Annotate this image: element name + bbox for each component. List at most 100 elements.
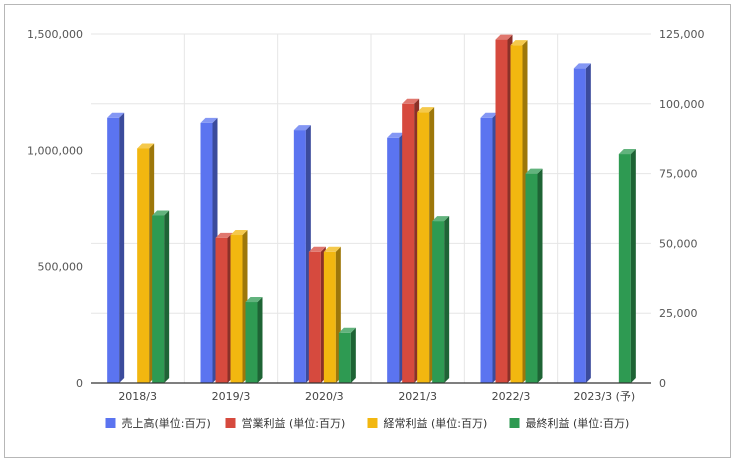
bar xyxy=(323,246,341,383)
y-left-tick-label: 1,000,000 xyxy=(27,144,83,157)
y-left-tick-label: 0 xyxy=(76,377,83,390)
bar-front xyxy=(308,251,321,383)
y-right-tick-label: 50,000 xyxy=(659,237,698,250)
bar xyxy=(618,149,636,383)
legend-item: 売上高(単位:百万) xyxy=(105,416,211,430)
bar-front xyxy=(230,235,243,383)
chart-frame: 0 25,000 50,000 75,000 100,000 125,000 0 500,00… xyxy=(4,4,731,458)
bar-top xyxy=(215,232,233,238)
bar-top xyxy=(573,63,591,69)
bar-chart: 0 25,000 50,000 75,000 100,000 125,000 0 500,00… xyxy=(27,28,704,430)
axes: 0 25,000 50,000 75,000 100,000 125,000 0 500,00… xyxy=(27,28,704,403)
bar-top xyxy=(618,149,636,155)
y-right-tick-label: 0 xyxy=(659,377,666,390)
legend-swatch xyxy=(225,418,236,428)
legend: 売上高(単位:百万) 営業利益 (単位:百万) 経常利益 (単位:百万) 最終利益 (… xyxy=(105,416,630,430)
bar-top xyxy=(200,117,218,123)
x-tick-label: 2023/3 (予) xyxy=(573,390,635,403)
y-left-tick-label: 1,500,000 xyxy=(27,28,83,41)
bar-side xyxy=(585,63,591,384)
legend-item: 営業利益 (単位:百万) xyxy=(225,416,346,430)
bar xyxy=(573,63,591,384)
bar xyxy=(417,107,435,384)
y-right-tick-label: 25,000 xyxy=(659,307,698,320)
bar xyxy=(338,327,356,383)
bar xyxy=(137,143,155,383)
bar-side xyxy=(119,112,125,383)
bar xyxy=(245,297,263,383)
x-tick-label: 2021/3 xyxy=(398,390,437,403)
y-left-tick-label: 500,000 xyxy=(38,261,84,274)
bar-front xyxy=(573,68,586,383)
bar-side xyxy=(444,216,450,383)
x-tick-label: 2022/3 xyxy=(492,390,531,403)
bar-front xyxy=(107,117,120,383)
x-tick-label: 2019/3 xyxy=(212,390,251,403)
bar-side xyxy=(350,327,356,383)
bar xyxy=(525,168,543,383)
bar-front xyxy=(137,148,150,383)
x-tick-label: 2020/3 xyxy=(305,390,344,403)
bar-top xyxy=(417,107,435,113)
bar xyxy=(293,125,311,383)
legend-label: 売上高(単位:百万) xyxy=(122,416,211,430)
bar-side xyxy=(630,149,636,383)
legend-swatch xyxy=(367,418,378,428)
bar-top xyxy=(480,112,498,118)
bar xyxy=(480,112,498,383)
bar-front xyxy=(432,221,445,383)
bar-top xyxy=(107,112,125,118)
bar-top xyxy=(387,132,405,138)
bar-top xyxy=(230,230,248,236)
bar-side xyxy=(537,168,543,383)
bar-top xyxy=(245,297,263,303)
bar xyxy=(387,132,405,383)
bar-top xyxy=(402,98,420,104)
bar-front xyxy=(402,103,415,384)
bar-front xyxy=(618,154,631,383)
legend-label: 経常利益 (単位:百万) xyxy=(384,416,488,430)
bar-top xyxy=(525,168,543,174)
x-tick-label: 2018/3 xyxy=(118,390,157,403)
bar xyxy=(152,210,170,383)
bar-front xyxy=(525,173,538,383)
bar-top xyxy=(137,143,155,149)
bar-top xyxy=(323,246,341,252)
bar-top xyxy=(293,125,311,131)
bar-top xyxy=(510,40,528,46)
bar-top xyxy=(338,327,356,333)
bar-front xyxy=(200,122,213,384)
bar-front xyxy=(293,130,306,383)
bar-front xyxy=(323,251,336,383)
legend-item: 経常利益 (単位:百万) xyxy=(367,416,488,430)
bars xyxy=(107,34,636,384)
legend-swatch xyxy=(105,418,116,428)
bar-front xyxy=(480,117,493,383)
bar-side xyxy=(164,210,170,383)
bar-front xyxy=(152,215,165,383)
legend-label: 営業利益 (単位:百万) xyxy=(242,416,346,430)
bar xyxy=(308,246,326,383)
bar xyxy=(432,216,450,383)
gridlines xyxy=(91,33,651,383)
bar xyxy=(107,112,125,383)
bar-top xyxy=(432,216,450,222)
legend-label: 最終利益 (単位:百万) xyxy=(526,416,630,430)
bar xyxy=(402,98,420,384)
bar-top xyxy=(495,34,513,40)
bar-front xyxy=(417,112,430,384)
bar xyxy=(200,117,218,384)
bar-front xyxy=(215,237,228,383)
bar-front xyxy=(245,302,258,383)
bar-front xyxy=(510,45,523,383)
bar xyxy=(230,230,248,383)
bar xyxy=(215,232,233,383)
bar-side xyxy=(257,297,263,383)
bar-top xyxy=(152,210,170,216)
y-right-tick-label: 125,000 xyxy=(659,28,705,41)
bar-front xyxy=(495,39,508,384)
legend-swatch xyxy=(509,418,520,428)
y-right-tick-label: 75,000 xyxy=(659,168,698,181)
bar xyxy=(510,40,528,383)
bar-front xyxy=(338,332,351,383)
